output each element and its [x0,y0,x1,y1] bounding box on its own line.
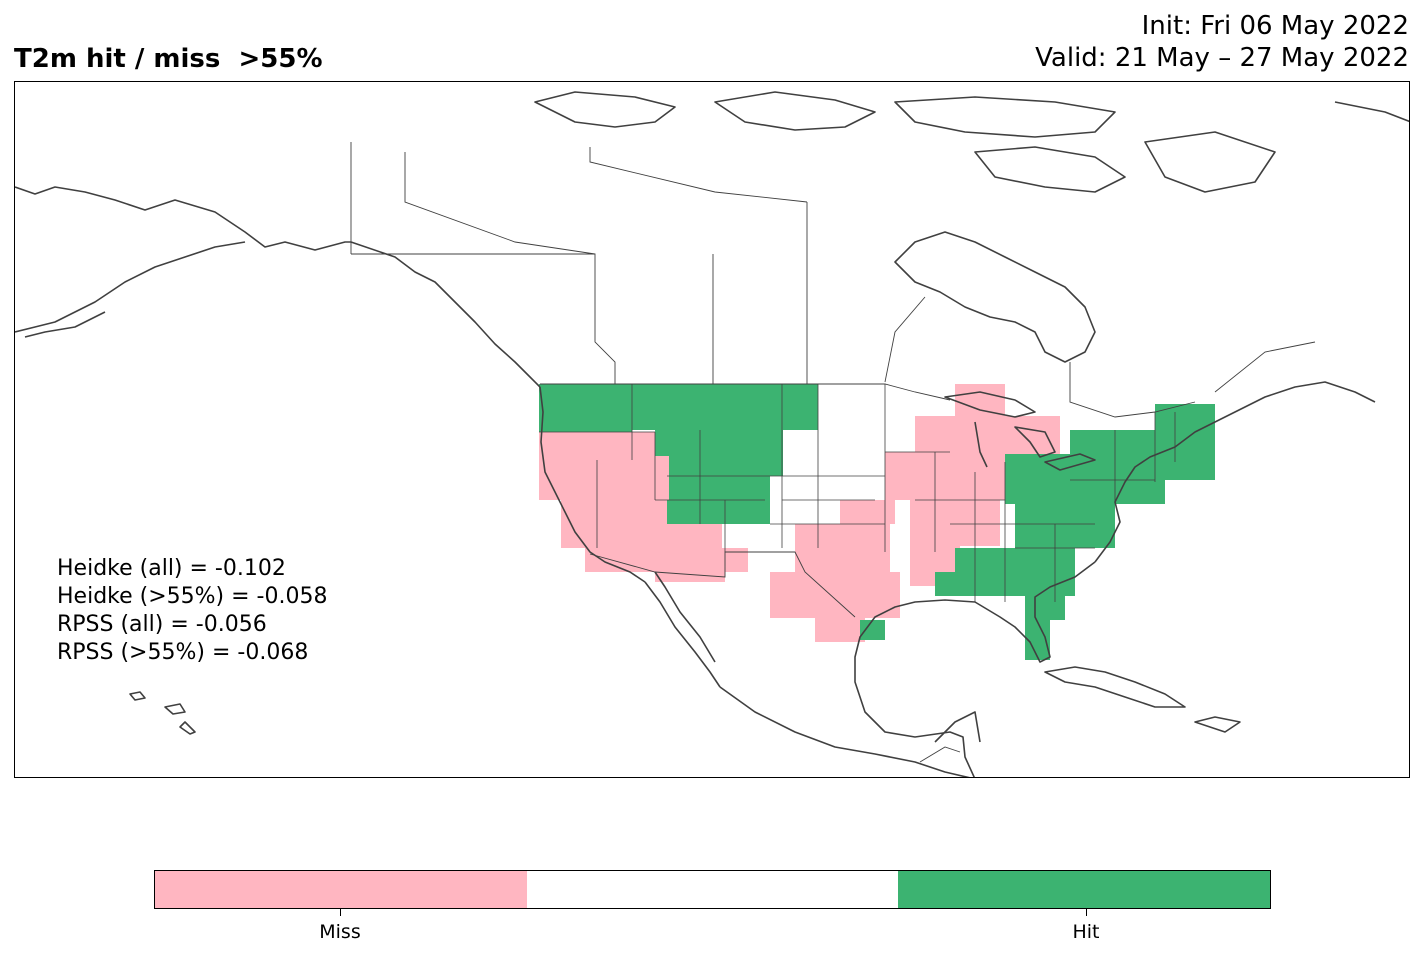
state-lines [539,384,1176,602]
tick-hit [1086,909,1087,916]
hit-cell [1005,454,1165,504]
rpss-all: RPSS (all) = -0.056 [57,612,267,637]
map-title: T2m hit / miss >55% [14,44,323,74]
miss-cell [840,500,895,524]
miss-cell [655,572,725,582]
rpss-55: RPSS (>55%) = -0.068 [57,640,309,665]
heidke-all: Heidke (all) = -0.102 [57,556,286,581]
hit-cell [1015,504,1115,548]
colorbar [154,870,1271,909]
miss-cell [770,572,900,618]
miss-cell [667,524,722,548]
hit-cell [632,384,782,430]
hit-cell [539,384,632,432]
date-info: Init: Fri 06 May 2022 Valid: 21 May – 27… [1035,10,1409,74]
miss-cell [539,432,655,456]
miss-cell [561,500,667,548]
miss-cell [815,618,865,642]
label-miss: Miss [319,921,361,943]
miss-cell [795,524,890,572]
miss-cell [910,500,1000,546]
valid-date: Valid: 21 May – 27 May 2022 [1035,43,1409,73]
hit-cell [667,500,700,524]
colorbar-hit [898,871,1271,908]
hit-cell [1025,596,1065,620]
miss-cell [955,384,1005,416]
map-panel [14,81,1410,778]
hit-cell [860,620,885,640]
north-america-map [15,91,1409,777]
forecast-cells [539,384,1215,660]
hit-cell [782,384,818,430]
colorbar-miss [155,871,527,908]
hit-cell [935,572,985,596]
colorbar-neutral [526,871,899,908]
label-hit: Hit [1072,921,1100,943]
score-panel: Heidke (all) = -0.102 Heidke (>55%) = -0… [57,555,327,667]
heidke-55: Heidke (>55%) = -0.058 [57,584,328,609]
hit-cell [655,430,783,476]
tick-miss [340,909,341,916]
miss-cell [539,456,669,500]
init-date: Init: Fri 06 May 2022 [1141,11,1409,41]
hit-cell [722,500,770,524]
